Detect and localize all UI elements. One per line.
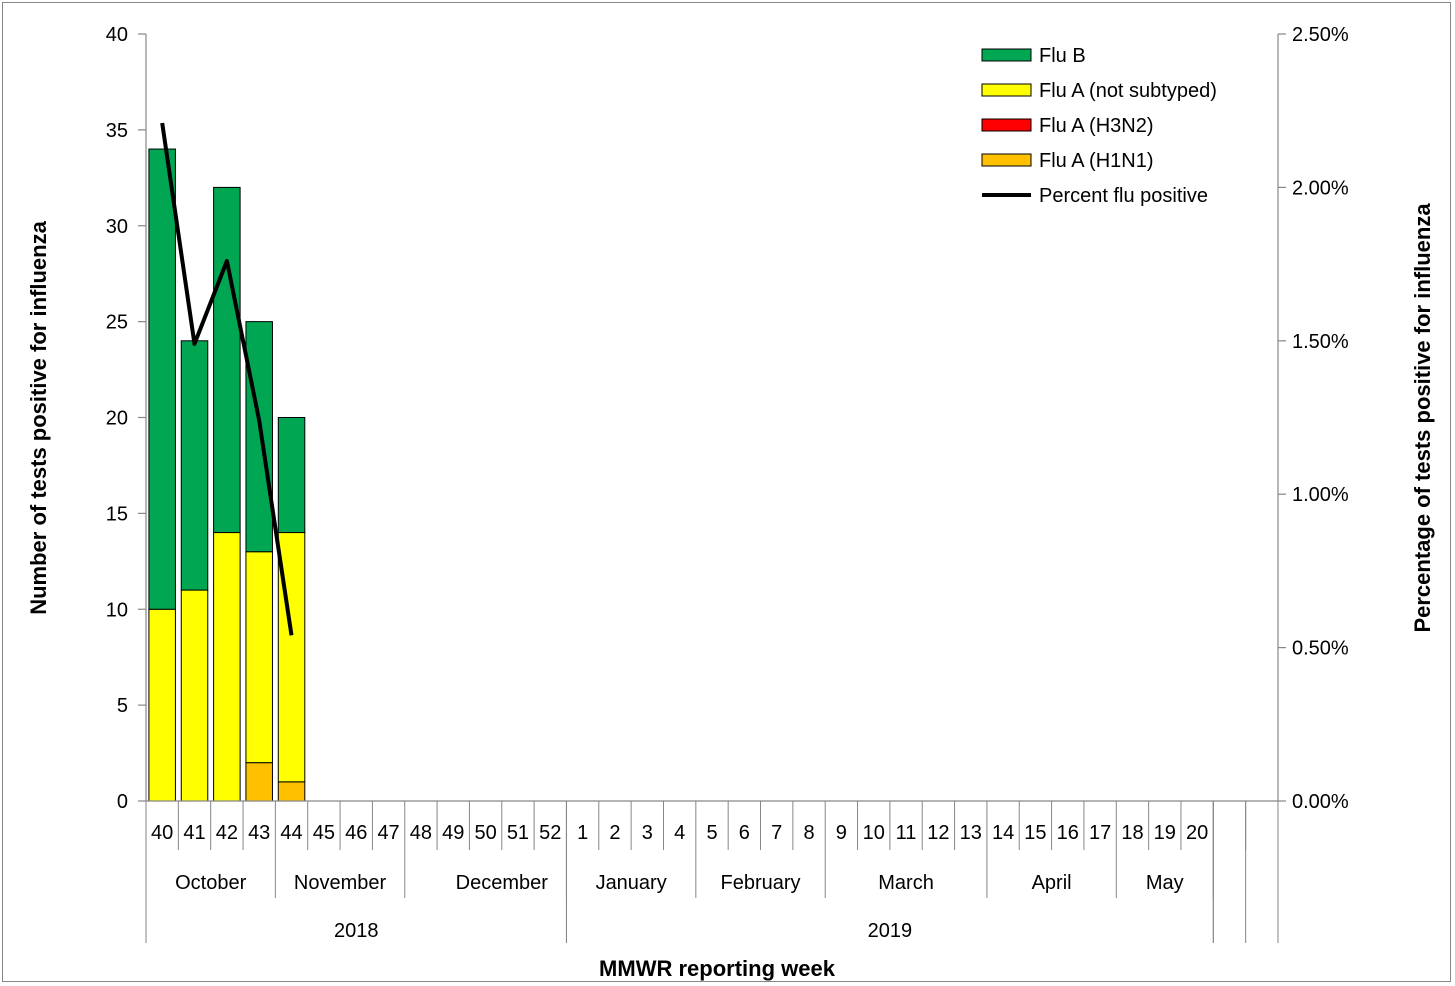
- week-label: 18: [1121, 822, 1143, 844]
- week-label: 51: [507, 822, 529, 844]
- week-label: 15: [1024, 822, 1046, 844]
- legend-label: Flu A (not subtyped): [1039, 80, 1217, 102]
- week-label: 46: [345, 822, 367, 844]
- y-tick-left-label: 25: [106, 312, 128, 334]
- y-tick-left-label: 35: [106, 120, 128, 142]
- y-tick-left-label: 40: [106, 24, 128, 46]
- week-label: 9: [836, 822, 847, 844]
- week-label: 50: [474, 822, 496, 844]
- week-label: 17: [1089, 822, 1111, 844]
- week-label: 12: [927, 822, 949, 844]
- week-label: 2: [609, 822, 620, 844]
- legend-swatch: [981, 118, 1032, 132]
- week-label: 48: [410, 822, 432, 844]
- month-label: March: [878, 872, 934, 894]
- bar-segment: [148, 148, 176, 610]
- legend-label: Flu B: [1039, 45, 1086, 67]
- month-label: February: [720, 872, 800, 894]
- week-label: 43: [248, 822, 270, 844]
- y-tick-left-label: 20: [106, 408, 128, 430]
- month-label: November: [294, 872, 387, 894]
- week-label: 13: [960, 822, 982, 844]
- bars-layer: [148, 148, 306, 802]
- week-label: 14: [992, 822, 1014, 844]
- axes-layer: 0 5 10 15 20 25 30 35 40 0.00% 0.50% 1.00% 1.50% 2.00…: [106, 24, 1349, 813]
- bar-segment: [213, 532, 241, 802]
- year-label: 2019: [868, 920, 913, 942]
- bar-segment: [148, 608, 176, 802]
- y-tick-left-label: 5: [117, 695, 128, 717]
- week-label: 45: [313, 822, 335, 844]
- week-label: 4: [674, 822, 685, 844]
- y-tick-left-label: 0: [117, 791, 128, 813]
- y-tick-right-label: 2.00%: [1292, 177, 1349, 199]
- legend-label: Percent flu positive: [1039, 185, 1208, 207]
- week-label: 47: [377, 822, 399, 844]
- month-label: May: [1146, 872, 1184, 894]
- y-axis-title-left: Number of tests positive for influenza: [26, 220, 51, 614]
- bar-segment: [245, 762, 273, 802]
- week-label: 49: [442, 822, 464, 844]
- legend: Flu B Flu A (not subtyped) Flu A (H3N2) Flu…: [981, 45, 1217, 207]
- y-tick-right-label: 2.50%: [1292, 24, 1349, 46]
- y-tick-right-label: 1.50%: [1292, 331, 1349, 353]
- y-tick-left-label: 10: [106, 599, 128, 621]
- bar-segment: [180, 589, 209, 802]
- y-tick-left-label: 30: [106, 216, 128, 238]
- bar-segment: [245, 321, 273, 553]
- week-label: 52: [539, 822, 561, 844]
- week-label: 19: [1154, 822, 1176, 844]
- bar-segment: [245, 551, 273, 764]
- bar-segment: [277, 781, 306, 802]
- month-label: April: [1032, 872, 1072, 894]
- month-label: October: [175, 872, 246, 894]
- week-label: 7: [771, 822, 782, 844]
- bar-segment: [213, 186, 241, 534]
- percent-positive-line: [160, 122, 294, 636]
- week-label: 6: [739, 822, 750, 844]
- week-label: 42: [216, 822, 238, 844]
- week-label: 41: [183, 822, 205, 844]
- week-label: 11: [896, 822, 917, 844]
- line-layer: [160, 122, 294, 636]
- week-label: 1: [577, 822, 588, 844]
- week-label: 5: [706, 822, 717, 844]
- bar-segment: [180, 340, 209, 591]
- legend-label: Flu A (H3N2): [1039, 115, 1153, 137]
- week-label: 16: [1057, 822, 1079, 844]
- week-label: 40: [151, 822, 173, 844]
- category-axis: 40 41 42 43 44 45 46 47 48 49 50 51 52 1 2 3 4 5 6 7 8 9 10 11 1…: [145, 801, 1279, 943]
- week-label: 20: [1186, 822, 1208, 844]
- legend-swatch: [981, 48, 1032, 62]
- legend-label: Flu A (H1N1): [1039, 150, 1153, 172]
- x-axis-title: MMWR reporting week: [599, 956, 836, 981]
- y-axis-title-right: Percentage of tests positive for influen…: [1410, 203, 1435, 633]
- week-label: 44: [280, 822, 302, 844]
- y-tick-right-label: 0.50%: [1292, 638, 1349, 660]
- month-label: December: [456, 872, 549, 894]
- legend-swatch: [981, 153, 1032, 167]
- y-tick-right-label: 0.00%: [1292, 791, 1349, 813]
- year-label: 2018: [334, 920, 379, 942]
- month-label: January: [596, 872, 667, 894]
- bar-segment: [277, 417, 306, 534]
- week-label: 8: [803, 822, 814, 844]
- y-tick-right-label: 1.00%: [1292, 484, 1349, 506]
- y-tick-left-label: 15: [106, 503, 128, 525]
- week-label: 10: [863, 822, 885, 844]
- week-label: 3: [642, 822, 653, 844]
- legend-swatch: [981, 83, 1032, 97]
